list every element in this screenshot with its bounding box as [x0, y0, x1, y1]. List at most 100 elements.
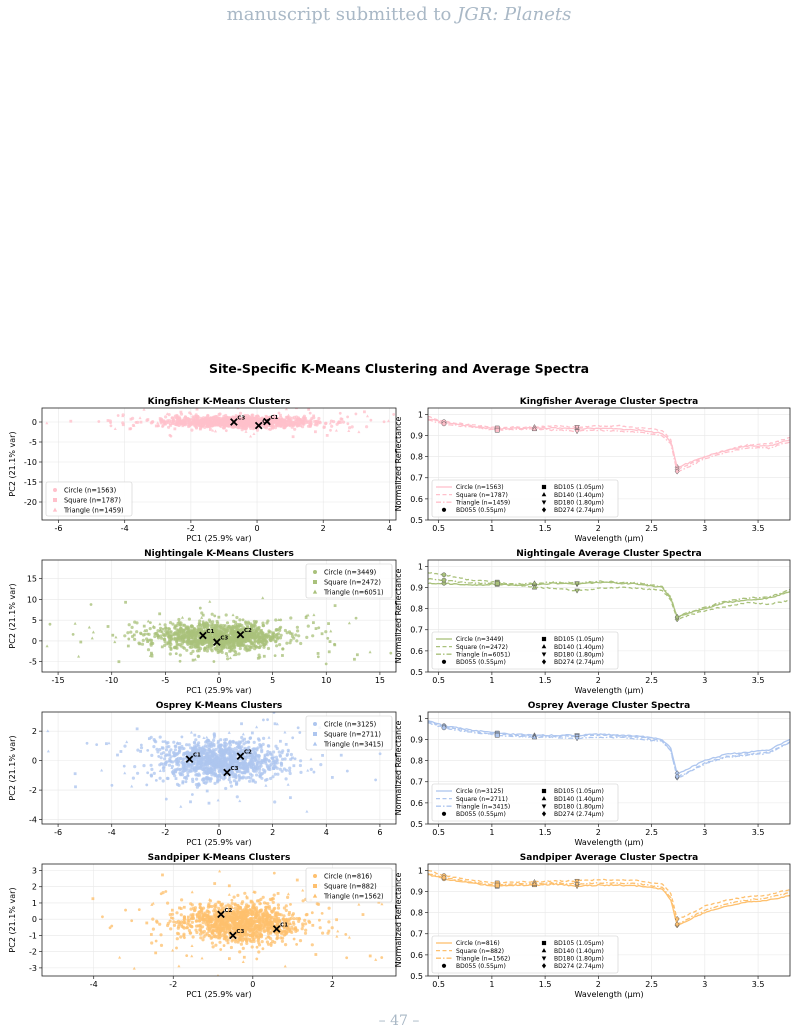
scatter-outlier	[174, 646, 178, 650]
scatter-point	[266, 646, 271, 651]
scatter-outlier	[218, 633, 222, 636]
scatter-point	[150, 941, 154, 945]
legend-marker	[541, 500, 547, 505]
ticks: 0.5 1 1.5 2 2.5 3 3.50.50.60.70.80.91	[410, 562, 764, 685]
scatter-point	[204, 621, 208, 625]
legend-box	[431, 783, 619, 822]
legend-label: BD180 (1.80μm)	[554, 651, 604, 658]
scatter-point	[232, 749, 236, 753]
scatter-point	[141, 638, 145, 643]
x-tick-label: 2.5	[645, 524, 658, 533]
scatter-point	[195, 930, 199, 935]
scatter-point	[272, 759, 276, 763]
scatter-outlier	[157, 755, 161, 758]
scatter-point	[267, 758, 271, 763]
scatter-point	[257, 625, 261, 630]
scatter-point	[295, 625, 299, 629]
scatter-outlier	[202, 781, 206, 784]
legend-marker	[541, 659, 547, 665]
scatter-point	[161, 779, 165, 783]
legend-marker	[313, 570, 317, 574]
x-tick-label: 1.5	[539, 524, 552, 533]
scatter-outlier	[139, 632, 143, 636]
scatter-point	[224, 786, 228, 791]
y-tick-label: -5	[29, 438, 37, 447]
scatter-outlier	[246, 766, 250, 770]
y-axis-label: PC2 (21.1% var)	[8, 583, 17, 648]
scatter-point	[201, 745, 206, 749]
legend-marker	[541, 644, 547, 649]
scatter-point	[229, 760, 233, 764]
scatter-outlier	[161, 627, 165, 631]
scatter-outlier	[251, 779, 255, 783]
scatter-outlier	[135, 727, 139, 731]
scatter-point	[295, 639, 299, 643]
scatter-point	[139, 746, 144, 750]
scatter-outlier	[191, 658, 195, 662]
scatter-point	[273, 800, 277, 804]
scatter-outlier	[223, 624, 227, 627]
scatter-outlier	[284, 742, 288, 746]
scatter-point	[208, 749, 213, 753]
scatter-outlier	[223, 741, 226, 745]
scatter-outlier	[122, 764, 126, 768]
scatter-point	[244, 764, 249, 768]
scatter-outlier	[262, 654, 266, 658]
band-marker	[574, 581, 580, 587]
scatter-point	[196, 654, 200, 659]
scatter-outlier	[178, 417, 182, 420]
legend-label: Square (n=1787)	[456, 492, 508, 499]
scatter-outlier	[247, 775, 251, 779]
scatter-point	[222, 753, 226, 757]
manuscript-header: manuscript submitted to JGR: Planets	[226, 4, 572, 25]
spectrum-line	[428, 419, 790, 473]
scatter-outlier	[378, 752, 382, 756]
scatter-outlier	[198, 606, 202, 610]
scatter-point	[268, 750, 272, 755]
legend-label: Triangle (n=3415)	[455, 803, 510, 810]
scatter-point	[206, 420, 210, 424]
scatter-point	[233, 752, 237, 756]
scatter-outlier	[114, 635, 118, 639]
legend-label: BD180 (1.80μm)	[554, 803, 604, 810]
scatter-point	[327, 920, 331, 924]
scatter-outlier	[330, 776, 334, 779]
scatter-point	[185, 926, 189, 930]
scatter-point	[211, 763, 215, 767]
scatter-point	[206, 413, 210, 418]
scatter-outlier	[262, 718, 265, 722]
scatter-point	[209, 753, 214, 757]
scatter-outlier	[158, 769, 162, 772]
scatter-outlier	[106, 625, 110, 628]
scatter-outlier	[273, 722, 277, 726]
scatter-outlier	[314, 430, 317, 434]
scatter-point	[228, 775, 232, 779]
scatter-point	[288, 771, 292, 776]
scatter-point	[210, 612, 214, 616]
scatter-outlier	[355, 653, 359, 657]
scatter-outlier	[224, 423, 228, 426]
scatter-point	[218, 940, 222, 944]
scatter-point	[252, 759, 256, 763]
scatter-outlier	[134, 421, 138, 424]
x-axis-label: PC1 (25.9% var)	[186, 838, 251, 847]
scatter-outlier	[191, 420, 195, 424]
scatter-point	[224, 737, 228, 742]
scatter-outlier	[312, 770, 316, 774]
scatter-outlier	[123, 771, 127, 775]
scatter-outlier	[291, 736, 295, 740]
scatter-point	[133, 637, 137, 642]
scatter-point	[179, 913, 183, 917]
scatter-outlier	[243, 639, 247, 643]
scatter-outlier	[119, 750, 123, 753]
scatter-outlier	[158, 417, 162, 420]
scatter-point	[252, 421, 256, 425]
scatter-outlier	[192, 639, 196, 643]
scatter-point	[281, 757, 285, 761]
scatter-outlier	[181, 781, 185, 785]
scatter-point	[264, 632, 268, 636]
scatter-point	[306, 624, 310, 628]
scatter-point	[258, 645, 262, 650]
scatter-outlier	[281, 421, 285, 424]
